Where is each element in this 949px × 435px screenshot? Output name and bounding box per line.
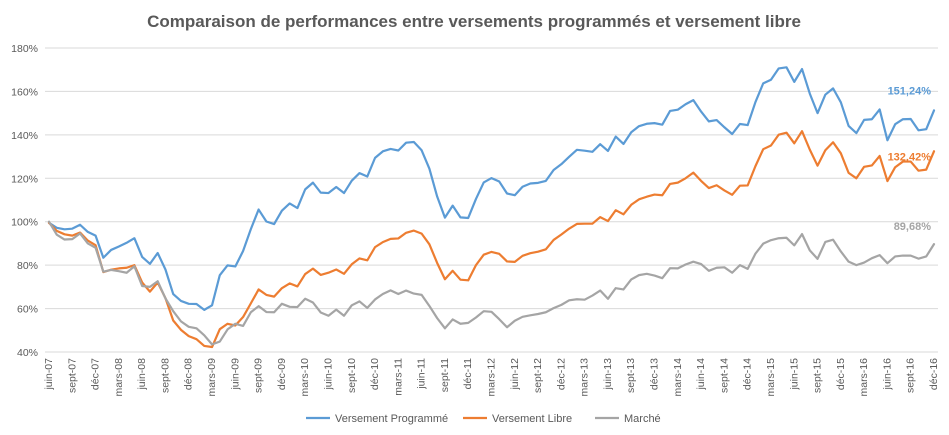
chart-title: Comparaison de performances entre versem… — [147, 12, 801, 31]
x-tick-label: sept-10 — [346, 358, 358, 393]
x-tick-label: déc-08 — [183, 358, 195, 390]
legend-label: Marché — [624, 413, 661, 425]
x-tick-label: juin-11 — [416, 358, 428, 390]
x-tick-label: juin-09 — [229, 358, 241, 391]
series-line-3 — [47, 220, 936, 346]
x-tick-label: sept-07 — [66, 358, 78, 393]
y-tick-label: 140% — [11, 130, 38, 142]
y-tick-label: 160% — [11, 86, 38, 98]
x-tick-label: mars-08 — [113, 358, 125, 397]
end-labels: 151,24% 132,42% 89,68% — [888, 85, 932, 233]
legend: Versement Programmé Versement Libre Marché — [306, 413, 661, 425]
y-tick-label: 80% — [17, 260, 38, 272]
x-tick-label: déc-11 — [462, 358, 474, 389]
x-tick-label: déc-10 — [369, 358, 381, 390]
x-axis: juin-07 sept-07 déc-07 mars-08 juin-08 sept-0… — [43, 358, 940, 397]
legend-label: Versement Libre — [492, 413, 572, 425]
x-tick-label: juin-14 — [695, 358, 707, 391]
x-tick-label: sept-08 — [159, 358, 171, 393]
x-tick-label: juin-10 — [322, 358, 334, 391]
y-tick-label: 120% — [11, 173, 38, 185]
x-tick-label: juin-16 — [881, 358, 893, 391]
end-value-label: 89,68% — [894, 221, 932, 233]
x-tick-label: sept-16 — [905, 358, 917, 393]
x-tick-label: juin-07 — [43, 358, 55, 391]
x-tick-label: juin-13 — [602, 358, 614, 391]
x-tick-label: sept-13 — [625, 358, 637, 393]
series-lines — [47, 66, 936, 349]
x-tick-label: déc-09 — [276, 358, 288, 390]
y-tick-label: 60% — [17, 304, 38, 316]
series-line-1 — [47, 66, 936, 311]
x-tick-label: déc-13 — [649, 358, 661, 390]
x-tick-label: déc-16 — [928, 358, 940, 390]
x-tick-label: déc-14 — [742, 358, 754, 390]
x-tick-label: sept-14 — [718, 358, 730, 393]
x-tick-label: mars-11 — [392, 358, 404, 396]
gridlines — [45, 47, 938, 353]
x-tick-label: mars-16 — [858, 358, 870, 397]
y-tick-label: 100% — [11, 217, 38, 229]
x-tick-label: mars-12 — [486, 358, 498, 397]
end-value-label: 132,42% — [888, 151, 932, 163]
x-tick-label: mars-10 — [299, 358, 311, 397]
x-tick-label: mars-15 — [765, 358, 777, 397]
x-tick-label: sept-15 — [812, 358, 824, 393]
x-tick-label: mars-13 — [579, 358, 591, 397]
x-tick-label: sept-11 — [439, 358, 451, 392]
x-tick-label: sept-09 — [253, 358, 265, 393]
x-tick-label: juin-08 — [136, 358, 148, 391]
series-line-2 — [47, 130, 936, 349]
x-tick-label: mars-14 — [672, 358, 684, 397]
x-tick-label: déc-15 — [835, 358, 847, 390]
x-tick-label: sept-12 — [532, 358, 544, 393]
end-value-label: 151,24% — [888, 85, 932, 97]
y-tick-label: 180% — [11, 43, 38, 55]
x-tick-label: juin-15 — [788, 358, 800, 391]
y-axis: 40% 60% 80% 100% 120% 140% 160% 180% — [11, 43, 38, 359]
legend-label: Versement Programmé — [335, 413, 448, 425]
x-tick-label: mars-09 — [206, 358, 218, 397]
x-tick-label: déc-07 — [90, 358, 102, 390]
y-tick-label: 40% — [17, 347, 38, 359]
x-tick-label: juin-12 — [509, 358, 521, 391]
x-tick-label: déc-12 — [555, 358, 567, 390]
